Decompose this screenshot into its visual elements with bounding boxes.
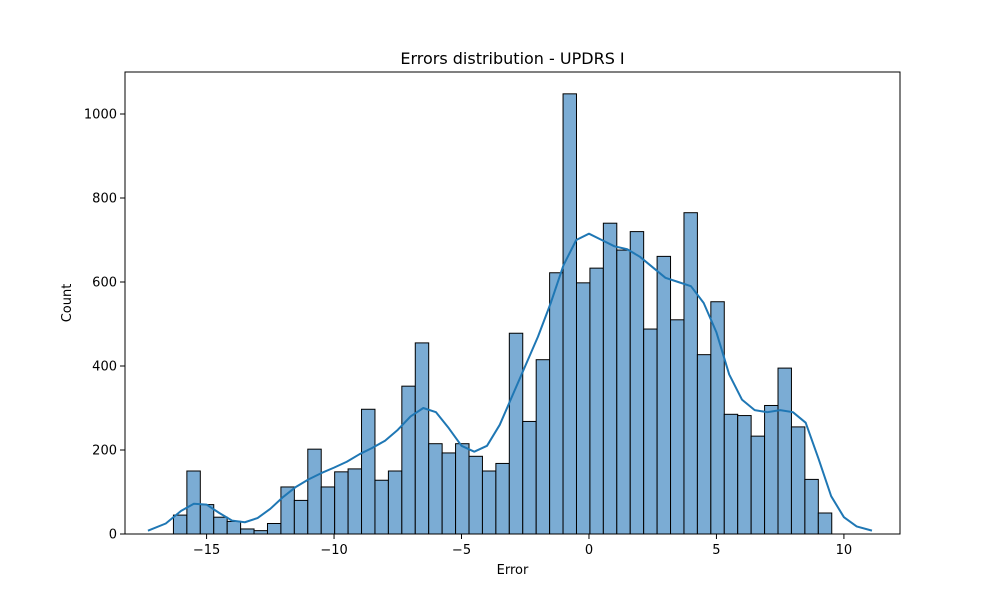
histogram-bar <box>683 212 698 535</box>
y-axis: 0 200 400 600 800 1000 <box>84 108 125 543</box>
histogram-bar <box>643 328 658 535</box>
histogram-bar <box>266 523 282 535</box>
y-axis-label: Count <box>60 284 75 323</box>
histogram-bar <box>334 471 349 535</box>
histogram-bar <box>495 462 510 535</box>
x-tick-label: −5 <box>452 543 471 558</box>
histogram-bar <box>549 272 564 535</box>
histogram-bar <box>307 448 322 535</box>
histogram-bar <box>670 319 685 535</box>
histogram-bar <box>508 332 524 535</box>
histogram-bar <box>253 530 268 535</box>
histogram-bar <box>213 516 228 535</box>
histogram-bar <box>374 479 389 535</box>
histogram-bar <box>629 231 645 535</box>
histogram-bar <box>656 255 672 535</box>
histogram-bar <box>696 354 712 535</box>
kde-line <box>147 232 873 532</box>
histogram-bar <box>240 528 255 535</box>
histogram-bar <box>186 470 201 535</box>
histogram-bar <box>737 415 752 535</box>
histogram-bar <box>764 404 779 535</box>
histogram-bar <box>468 455 483 535</box>
histogram-bar <box>723 413 739 535</box>
y-tick-label: 600 <box>92 276 117 291</box>
x-axis-label: Error <box>497 563 529 578</box>
histogram-bar <box>750 435 766 535</box>
histogram-bar <box>575 282 591 535</box>
histogram-bar <box>777 367 792 535</box>
kde-layer <box>147 232 873 532</box>
x-axis: −15 −10 −5 0 5 10 <box>193 534 852 558</box>
histogram-bar <box>361 408 376 535</box>
histogram-bar <box>804 478 819 535</box>
histogram-bar <box>790 426 806 535</box>
x-tick-label: −10 <box>320 543 347 558</box>
histogram-bar <box>481 470 497 535</box>
x-tick-label: 0 <box>585 543 593 558</box>
x-tick-label: −15 <box>193 543 220 558</box>
histogram-bar <box>562 93 577 535</box>
histogram-bar <box>817 512 833 535</box>
y-tick-label: 1000 <box>84 108 117 123</box>
histogram-bar <box>602 222 618 535</box>
y-tick-label: 0 <box>109 528 117 543</box>
y-tick-label: 200 <box>92 444 117 459</box>
chart-title: Errors distribution - UPDRS I <box>400 49 624 68</box>
bars-layer <box>172 93 833 535</box>
histogram-bar <box>441 452 457 535</box>
y-tick-label: 800 <box>92 192 117 207</box>
y-tick-label: 400 <box>92 360 117 375</box>
histogram-bar <box>522 420 537 535</box>
histogram-bar <box>401 385 416 535</box>
histogram-bar <box>387 470 403 535</box>
x-tick-label: 5 <box>712 543 720 558</box>
histogram-bar <box>455 443 470 535</box>
histogram-bar <box>347 468 363 535</box>
histogram-bar <box>293 499 309 535</box>
histogram-bar <box>616 249 631 535</box>
x-tick-label: 10 <box>836 543 853 558</box>
histogram-bar <box>589 267 604 535</box>
histogram-bar <box>172 514 188 535</box>
histogram-bar <box>535 359 551 535</box>
histogram-bar <box>428 443 443 535</box>
histogram-bar <box>414 342 430 535</box>
plot-frame <box>124 71 901 535</box>
histogram-bar <box>226 520 242 535</box>
histogram-bar <box>320 486 336 535</box>
